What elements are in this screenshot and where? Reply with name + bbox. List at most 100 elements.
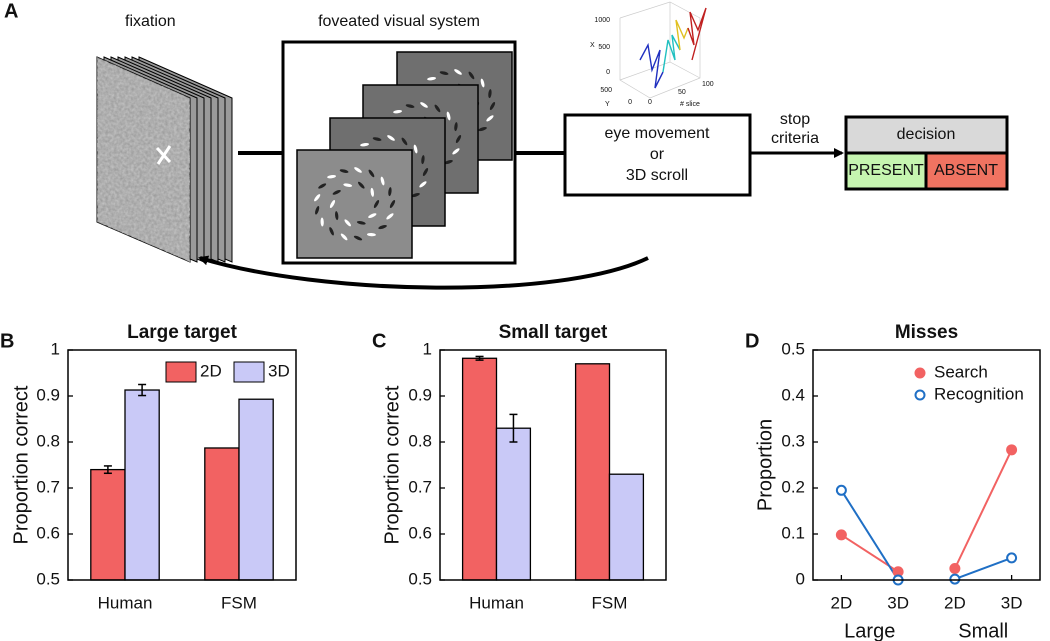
bar <box>608 473 645 581</box>
y-tick-label: 0.9 <box>408 385 432 404</box>
series-line <box>954 556 1012 581</box>
gabor <box>478 126 487 132</box>
y-axis-label: Proportion <box>754 419 776 511</box>
gabor <box>419 181 427 188</box>
gabor <box>468 71 475 80</box>
absent-cell <box>924 151 1009 191</box>
error-bar <box>103 465 112 475</box>
scroll-text: or <box>650 146 665 163</box>
legend-label: 3D <box>268 361 290 380</box>
gabor <box>387 135 395 141</box>
gabor <box>454 122 458 132</box>
marker <box>835 484 847 496</box>
x-tick-label: 2D <box>831 593 853 612</box>
gabor <box>401 137 408 146</box>
gabor <box>405 104 415 108</box>
frame-noise <box>97 57 190 262</box>
x-tick-label: Human <box>469 593 524 612</box>
return-arrow <box>198 255 649 290</box>
inset-tick: 500 <box>598 44 610 51</box>
gabor <box>486 115 494 122</box>
gabor <box>314 194 321 202</box>
y-tick-label: 0.5 <box>781 339 805 358</box>
marker <box>949 563 961 574</box>
scroll-text: eye movement <box>605 125 710 142</box>
y-axis-label: Proportion correct <box>381 385 403 544</box>
inset-tick: 0 <box>606 69 610 76</box>
gabor <box>413 144 418 154</box>
gabor <box>452 148 460 155</box>
inset-tick: 100 <box>702 81 714 88</box>
gabor <box>439 71 449 75</box>
fixation-stack <box>96 56 233 263</box>
gabor <box>320 217 324 227</box>
bar <box>238 398 274 581</box>
chart-title: Misses <box>895 322 958 343</box>
marker <box>835 529 847 541</box>
stop-text: stop <box>780 111 810 128</box>
x-tick-label: 3D <box>887 593 909 612</box>
error-bar <box>475 355 484 361</box>
panel-a: A fixation foveated visual system eye mo… <box>4 0 1009 290</box>
inset-tick: 0 <box>628 99 632 106</box>
series-line <box>953 449 1013 569</box>
gabor <box>343 183 353 187</box>
foveated-images <box>296 51 513 259</box>
error-bar <box>138 383 147 397</box>
legend-marker <box>914 389 926 401</box>
bar <box>204 447 240 581</box>
legend-swatch <box>165 361 197 383</box>
fov-image <box>296 149 413 259</box>
gabor <box>434 104 441 113</box>
panel-label: C <box>372 330 386 352</box>
bar <box>495 427 532 581</box>
marker <box>1006 552 1018 564</box>
gabor <box>368 169 375 178</box>
inset-tick: 0 <box>648 99 652 106</box>
chart-title: Large target <box>127 322 237 343</box>
present-label: PRESENT <box>848 162 924 179</box>
gabor <box>318 183 327 189</box>
gabor <box>339 169 349 173</box>
bar <box>90 468 126 581</box>
gabor <box>455 135 462 143</box>
gabor <box>332 189 341 195</box>
gabor <box>356 221 366 225</box>
decision-title: decision <box>897 126 956 143</box>
y-axis-label: Proportion correct <box>10 385 32 544</box>
gabor <box>353 235 363 241</box>
gabor <box>366 232 376 237</box>
group-label: Small <box>958 620 1008 641</box>
y-tick-label: 0.7 <box>408 477 432 496</box>
gabor <box>393 109 403 114</box>
panel-label: B <box>0 330 14 352</box>
axes-box <box>439 349 667 581</box>
y-tick-label: 0.2 <box>781 477 805 496</box>
y-tick-label: 0.5 <box>408 569 432 588</box>
gabor <box>335 211 339 221</box>
legend-swatch <box>233 361 265 383</box>
gabor <box>327 174 337 179</box>
x-tick-label: 2D <box>944 593 966 612</box>
gabor <box>446 111 451 121</box>
gabor <box>372 137 382 141</box>
gabor <box>389 200 396 208</box>
gabor <box>315 205 320 215</box>
gabor <box>411 192 420 198</box>
panel-label: A <box>4 0 18 22</box>
y-tick-label: 0.1 <box>781 523 805 542</box>
gabor <box>421 155 425 165</box>
y-tick-label: 0 <box>796 569 805 588</box>
y-tick-label: 0.8 <box>408 431 432 450</box>
y-tick-label: 1 <box>423 339 432 358</box>
axes-box <box>812 349 1041 581</box>
gabor <box>354 167 362 173</box>
y-tick-label: 0.6 <box>408 523 432 542</box>
bar <box>461 357 498 581</box>
gabor <box>380 176 385 186</box>
fixation-label: fixation <box>125 13 176 30</box>
inset-axis-label: Y <box>605 101 610 108</box>
gabor <box>370 187 374 197</box>
gabor <box>422 168 429 176</box>
